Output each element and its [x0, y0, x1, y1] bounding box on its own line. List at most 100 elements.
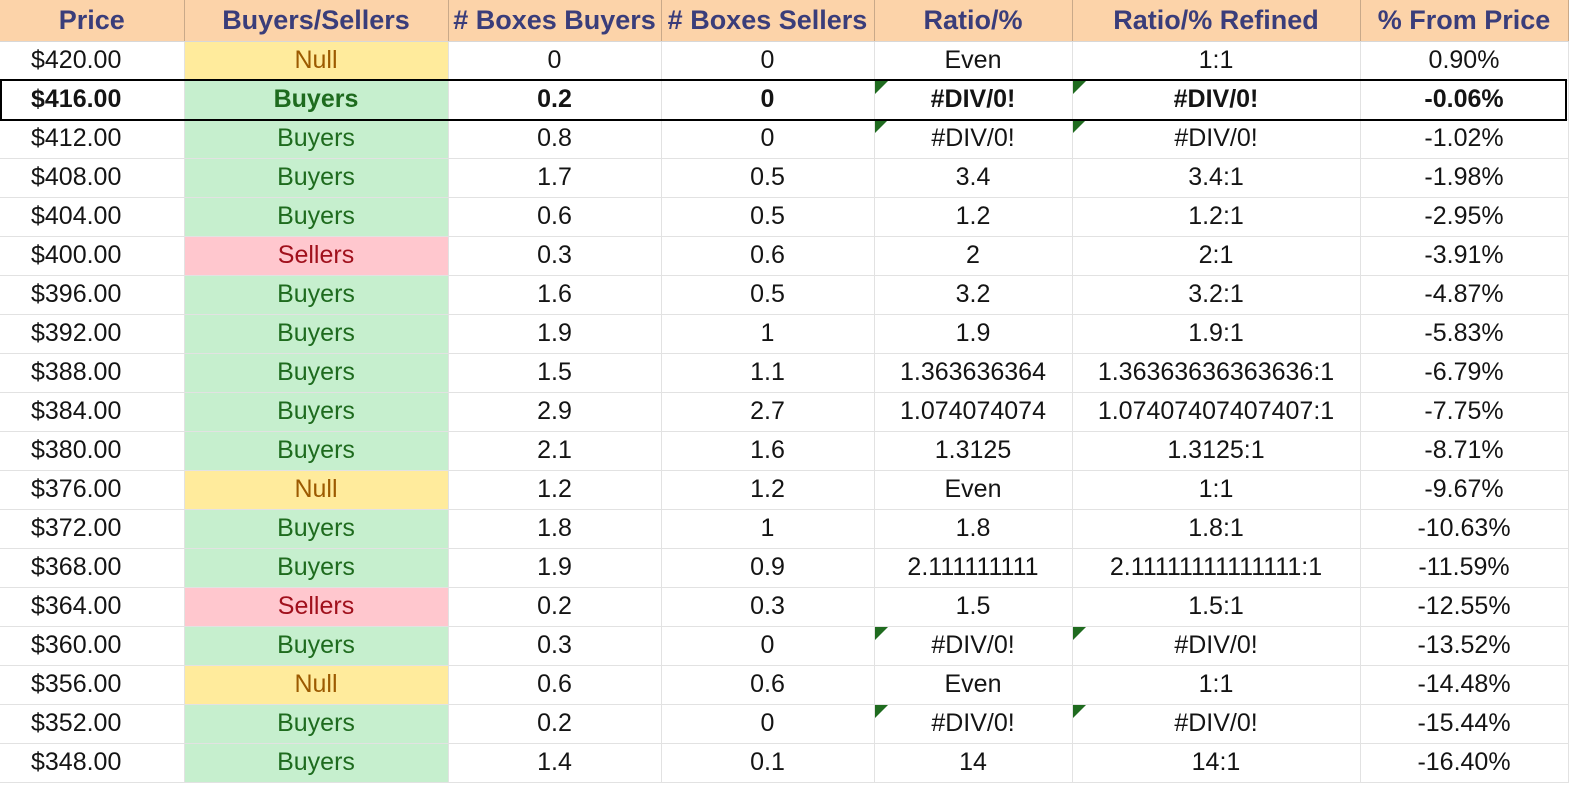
cell-ratio-refined[interactable]: #DIV/0!: [1072, 119, 1361, 159]
cell-from-price[interactable]: -10.63%: [1360, 509, 1569, 549]
cell-price[interactable]: $392.00: [0, 314, 185, 354]
cell-ratio-refined[interactable]: 1:1: [1072, 470, 1361, 510]
cell-buyers-sellers[interactable]: Sellers: [184, 236, 449, 276]
cell-buyers-sellers[interactable]: Null: [184, 41, 449, 81]
cell-ratio[interactable]: 3.4: [874, 158, 1073, 198]
cell-price[interactable]: $348.00: [0, 743, 185, 783]
cell-buyers-sellers[interactable]: Null: [184, 665, 449, 705]
cell-ratio[interactable]: 1.363636364: [874, 353, 1073, 393]
cell-ratio-refined[interactable]: 1.07407407407407:1: [1072, 392, 1361, 432]
cell-boxes-sellers[interactable]: 2.7: [661, 392, 875, 432]
cell-price[interactable]: $416.00: [0, 80, 185, 120]
cell-ratio[interactable]: 1.2: [874, 197, 1073, 237]
cell-buyers-sellers[interactable]: Sellers: [184, 587, 449, 627]
cell-buyers-sellers[interactable]: Buyers: [184, 392, 449, 432]
cell-buyers-sellers[interactable]: Buyers: [184, 431, 449, 471]
cell-boxes-sellers[interactable]: 0.6: [661, 236, 875, 276]
cell-buyers-sellers[interactable]: Buyers: [184, 743, 449, 783]
cell-boxes-sellers[interactable]: 0: [661, 80, 875, 120]
cell-ratio-refined[interactable]: #DIV/0!: [1072, 80, 1361, 120]
cell-from-price[interactable]: -8.71%: [1360, 431, 1569, 471]
header-boxes-buyers[interactable]: # Boxes Buyers: [448, 0, 662, 42]
cell-from-price[interactable]: -15.44%: [1360, 704, 1569, 744]
cell-boxes-buyers[interactable]: 2.9: [448, 392, 662, 432]
cell-ratio[interactable]: 1.5: [874, 587, 1073, 627]
cell-boxes-buyers[interactable]: 0.3: [448, 236, 662, 276]
cell-price[interactable]: $352.00: [0, 704, 185, 744]
cell-from-price[interactable]: 0.90%: [1360, 41, 1569, 81]
cell-ratio[interactable]: #DIV/0!: [874, 626, 1073, 666]
cell-boxes-buyers[interactable]: 2.1: [448, 431, 662, 471]
cell-boxes-sellers[interactable]: 0.5: [661, 275, 875, 315]
header-price[interactable]: Price: [0, 0, 185, 42]
cell-ratio-refined[interactable]: 1.8:1: [1072, 509, 1361, 549]
cell-ratio-refined[interactable]: 1.36363636363636:1: [1072, 353, 1361, 393]
cell-boxes-sellers[interactable]: 0: [661, 41, 875, 81]
cell-boxes-buyers[interactable]: 1.8: [448, 509, 662, 549]
cell-price[interactable]: $420.00: [0, 41, 185, 81]
cell-boxes-buyers[interactable]: 0.2: [448, 587, 662, 627]
cell-ratio[interactable]: Even: [874, 470, 1073, 510]
cell-price[interactable]: $376.00: [0, 470, 185, 510]
cell-from-price[interactable]: -0.06%: [1360, 80, 1569, 120]
cell-price[interactable]: $408.00: [0, 158, 185, 198]
cell-boxes-sellers[interactable]: 0.5: [661, 197, 875, 237]
cell-ratio[interactable]: 1.074074074: [874, 392, 1073, 432]
cell-boxes-sellers[interactable]: 1.6: [661, 431, 875, 471]
cell-ratio[interactable]: 2.111111111: [874, 548, 1073, 588]
cell-boxes-sellers[interactable]: 1: [661, 509, 875, 549]
cell-boxes-buyers[interactable]: 0.3: [448, 626, 662, 666]
cell-from-price[interactable]: -11.59%: [1360, 548, 1569, 588]
cell-from-price[interactable]: -1.02%: [1360, 119, 1569, 159]
cell-ratio-refined[interactable]: 1:1: [1072, 41, 1361, 81]
cell-from-price[interactable]: -4.87%: [1360, 275, 1569, 315]
cell-buyers-sellers[interactable]: Buyers: [184, 353, 449, 393]
cell-price[interactable]: $380.00: [0, 431, 185, 471]
cell-boxes-sellers[interactable]: 0.9: [661, 548, 875, 588]
cell-price[interactable]: $388.00: [0, 353, 185, 393]
header-buyers-sellers[interactable]: Buyers/Sellers: [184, 0, 449, 42]
cell-price[interactable]: $396.00: [0, 275, 185, 315]
cell-buyers-sellers[interactable]: Buyers: [184, 548, 449, 588]
cell-boxes-buyers[interactable]: 0.2: [448, 80, 662, 120]
cell-from-price[interactable]: -3.91%: [1360, 236, 1569, 276]
cell-ratio-refined[interactable]: 2.11111111111111:1: [1072, 548, 1361, 588]
cell-price[interactable]: $360.00: [0, 626, 185, 666]
cell-price[interactable]: $412.00: [0, 119, 185, 159]
cell-boxes-buyers[interactable]: 1.9: [448, 314, 662, 354]
cell-from-price[interactable]: -16.40%: [1360, 743, 1569, 783]
cell-boxes-buyers[interactable]: 1.4: [448, 743, 662, 783]
cell-boxes-buyers[interactable]: 1.6: [448, 275, 662, 315]
cell-ratio[interactable]: 2: [874, 236, 1073, 276]
cell-from-price[interactable]: -13.52%: [1360, 626, 1569, 666]
cell-boxes-buyers[interactable]: 0.6: [448, 197, 662, 237]
cell-boxes-sellers[interactable]: 0: [661, 119, 875, 159]
cell-ratio-refined[interactable]: 3.2:1: [1072, 275, 1361, 315]
cell-ratio[interactable]: 3.2: [874, 275, 1073, 315]
cell-buyers-sellers[interactable]: Buyers: [184, 626, 449, 666]
cell-ratio-refined[interactable]: #DIV/0!: [1072, 626, 1361, 666]
cell-from-price[interactable]: -2.95%: [1360, 197, 1569, 237]
cell-ratio[interactable]: #DIV/0!: [874, 704, 1073, 744]
header-ratio[interactable]: Ratio/%: [874, 0, 1073, 42]
cell-boxes-sellers[interactable]: 1: [661, 314, 875, 354]
cell-ratio[interactable]: #DIV/0!: [874, 119, 1073, 159]
cell-ratio[interactable]: 1.8: [874, 509, 1073, 549]
header-from-price[interactable]: % From Price: [1360, 0, 1569, 42]
cell-ratio-refined[interactable]: 3.4:1: [1072, 158, 1361, 198]
cell-ratio-refined[interactable]: 1.3125:1: [1072, 431, 1361, 471]
cell-buyers-sellers[interactable]: Null: [184, 470, 449, 510]
cell-boxes-sellers[interactable]: 0.5: [661, 158, 875, 198]
cell-ratio[interactable]: 1.9: [874, 314, 1073, 354]
cell-from-price[interactable]: -12.55%: [1360, 587, 1569, 627]
cell-boxes-sellers[interactable]: 0.1: [661, 743, 875, 783]
cell-ratio-refined[interactable]: 14:1: [1072, 743, 1361, 783]
cell-buyers-sellers[interactable]: Buyers: [184, 158, 449, 198]
cell-buyers-sellers[interactable]: Buyers: [184, 314, 449, 354]
cell-from-price[interactable]: -6.79%: [1360, 353, 1569, 393]
cell-boxes-sellers[interactable]: 1.2: [661, 470, 875, 510]
cell-price[interactable]: $368.00: [0, 548, 185, 588]
cell-boxes-buyers[interactable]: 1.5: [448, 353, 662, 393]
cell-ratio-refined[interactable]: 2:1: [1072, 236, 1361, 276]
cell-ratio-refined[interactable]: 1.5:1: [1072, 587, 1361, 627]
